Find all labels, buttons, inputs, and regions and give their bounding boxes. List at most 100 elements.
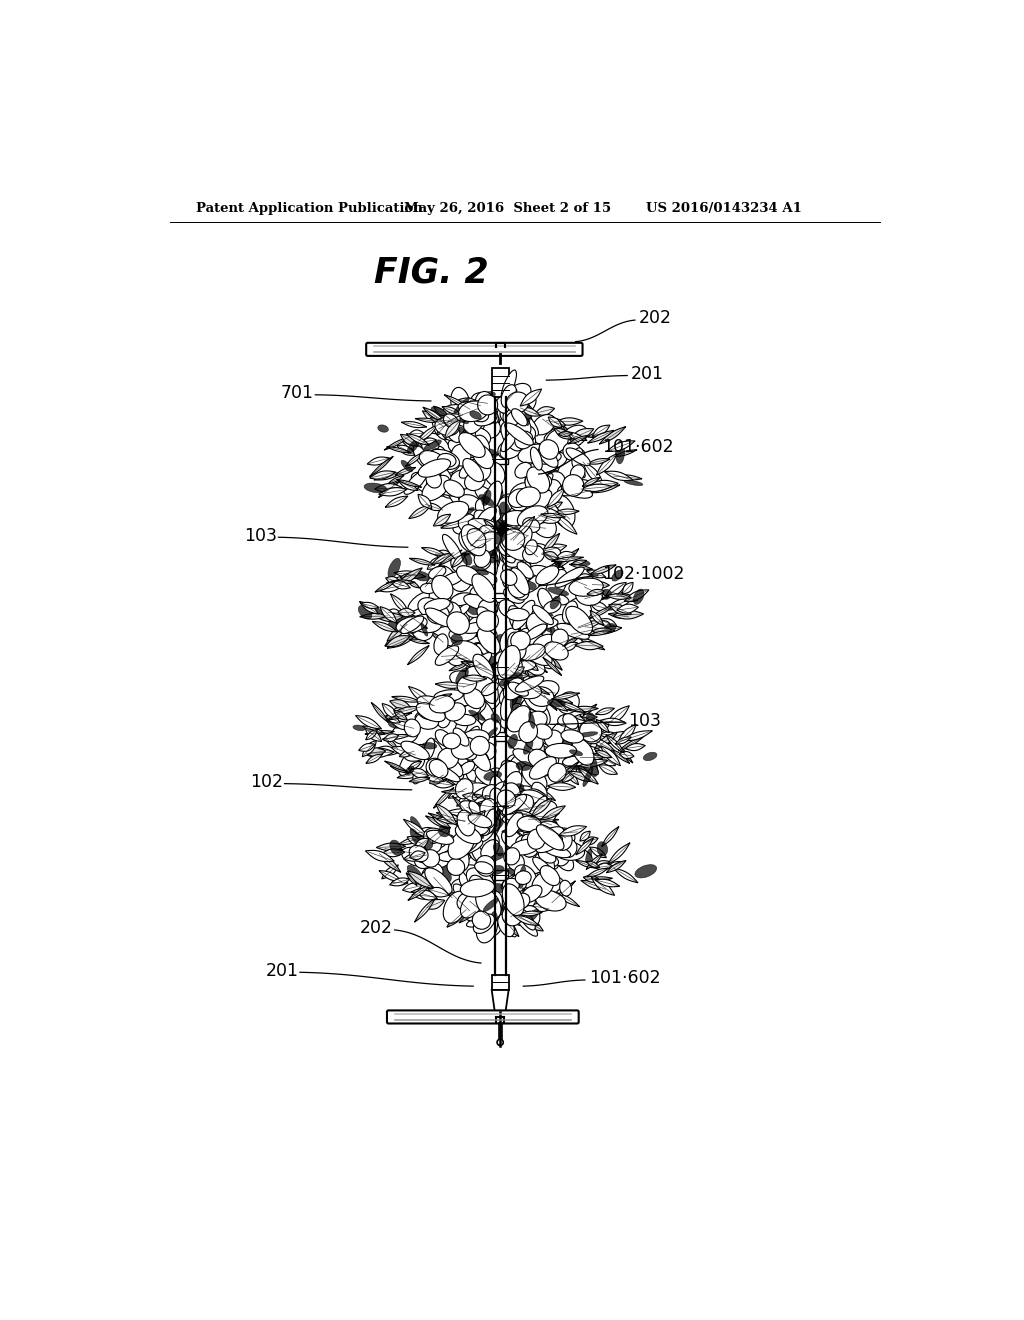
Ellipse shape [462, 524, 486, 556]
Polygon shape [459, 911, 475, 923]
Ellipse shape [470, 655, 501, 676]
Polygon shape [562, 643, 578, 651]
Ellipse shape [435, 428, 453, 437]
Ellipse shape [475, 723, 496, 752]
Polygon shape [409, 777, 430, 783]
Polygon shape [408, 884, 430, 900]
Polygon shape [367, 748, 386, 756]
Ellipse shape [504, 519, 520, 539]
Ellipse shape [443, 405, 471, 422]
Polygon shape [362, 726, 385, 734]
Ellipse shape [490, 663, 501, 676]
Ellipse shape [581, 721, 609, 737]
Ellipse shape [502, 552, 522, 568]
Ellipse shape [478, 891, 487, 900]
Polygon shape [457, 680, 473, 688]
Ellipse shape [437, 862, 452, 882]
Ellipse shape [505, 548, 521, 569]
Ellipse shape [472, 911, 490, 929]
Ellipse shape [460, 822, 481, 826]
Ellipse shape [509, 771, 517, 793]
Polygon shape [366, 850, 394, 862]
Polygon shape [507, 389, 517, 400]
Ellipse shape [460, 871, 480, 895]
Ellipse shape [549, 557, 564, 574]
Ellipse shape [453, 814, 477, 836]
FancyBboxPatch shape [387, 1010, 579, 1023]
Ellipse shape [633, 589, 644, 605]
Text: 202: 202 [639, 309, 672, 327]
Ellipse shape [456, 779, 473, 799]
Bar [493, 870, 508, 879]
Ellipse shape [395, 616, 413, 628]
Ellipse shape [528, 750, 548, 768]
Polygon shape [435, 682, 464, 688]
Ellipse shape [544, 755, 573, 777]
Ellipse shape [459, 820, 476, 840]
Ellipse shape [473, 800, 500, 821]
Ellipse shape [566, 606, 593, 635]
Ellipse shape [510, 568, 529, 595]
Polygon shape [516, 803, 547, 812]
Ellipse shape [577, 731, 598, 738]
Ellipse shape [502, 508, 524, 533]
Polygon shape [504, 920, 519, 937]
Polygon shape [611, 591, 626, 598]
Bar [493, 731, 508, 741]
Ellipse shape [426, 609, 453, 627]
Ellipse shape [466, 841, 484, 863]
Polygon shape [412, 892, 435, 899]
Ellipse shape [477, 628, 500, 653]
Polygon shape [436, 804, 457, 825]
Ellipse shape [469, 543, 489, 558]
Ellipse shape [438, 566, 457, 577]
Ellipse shape [508, 682, 528, 696]
Ellipse shape [597, 842, 607, 855]
Ellipse shape [483, 392, 496, 397]
Polygon shape [479, 675, 498, 696]
Polygon shape [573, 714, 597, 721]
Ellipse shape [506, 628, 525, 657]
Ellipse shape [494, 781, 513, 804]
Polygon shape [592, 582, 609, 587]
Ellipse shape [523, 461, 543, 492]
Ellipse shape [506, 735, 535, 755]
Ellipse shape [534, 684, 555, 705]
Polygon shape [623, 582, 633, 594]
Ellipse shape [537, 416, 558, 441]
Ellipse shape [396, 616, 427, 634]
Ellipse shape [554, 449, 585, 471]
Polygon shape [436, 418, 457, 426]
Ellipse shape [518, 653, 545, 675]
Polygon shape [437, 779, 456, 785]
Polygon shape [587, 570, 606, 578]
Ellipse shape [504, 587, 524, 603]
Polygon shape [579, 622, 592, 627]
Ellipse shape [538, 821, 561, 838]
Ellipse shape [509, 657, 536, 672]
Polygon shape [544, 552, 559, 560]
Ellipse shape [487, 888, 499, 906]
Polygon shape [569, 564, 593, 569]
Polygon shape [391, 708, 404, 717]
Ellipse shape [544, 832, 561, 847]
Ellipse shape [496, 635, 507, 645]
Polygon shape [411, 888, 432, 894]
Polygon shape [518, 525, 549, 529]
Ellipse shape [465, 665, 493, 682]
Polygon shape [377, 746, 398, 755]
Ellipse shape [515, 412, 531, 429]
Ellipse shape [353, 725, 366, 731]
Ellipse shape [450, 405, 478, 428]
Ellipse shape [475, 813, 495, 836]
Ellipse shape [456, 404, 475, 424]
Text: 101·602: 101·602 [602, 438, 674, 457]
Bar [493, 593, 508, 602]
Ellipse shape [516, 789, 547, 812]
Ellipse shape [546, 471, 565, 488]
Ellipse shape [509, 764, 522, 787]
Ellipse shape [443, 414, 459, 428]
Ellipse shape [484, 895, 501, 912]
Ellipse shape [413, 850, 431, 863]
Polygon shape [359, 602, 379, 614]
